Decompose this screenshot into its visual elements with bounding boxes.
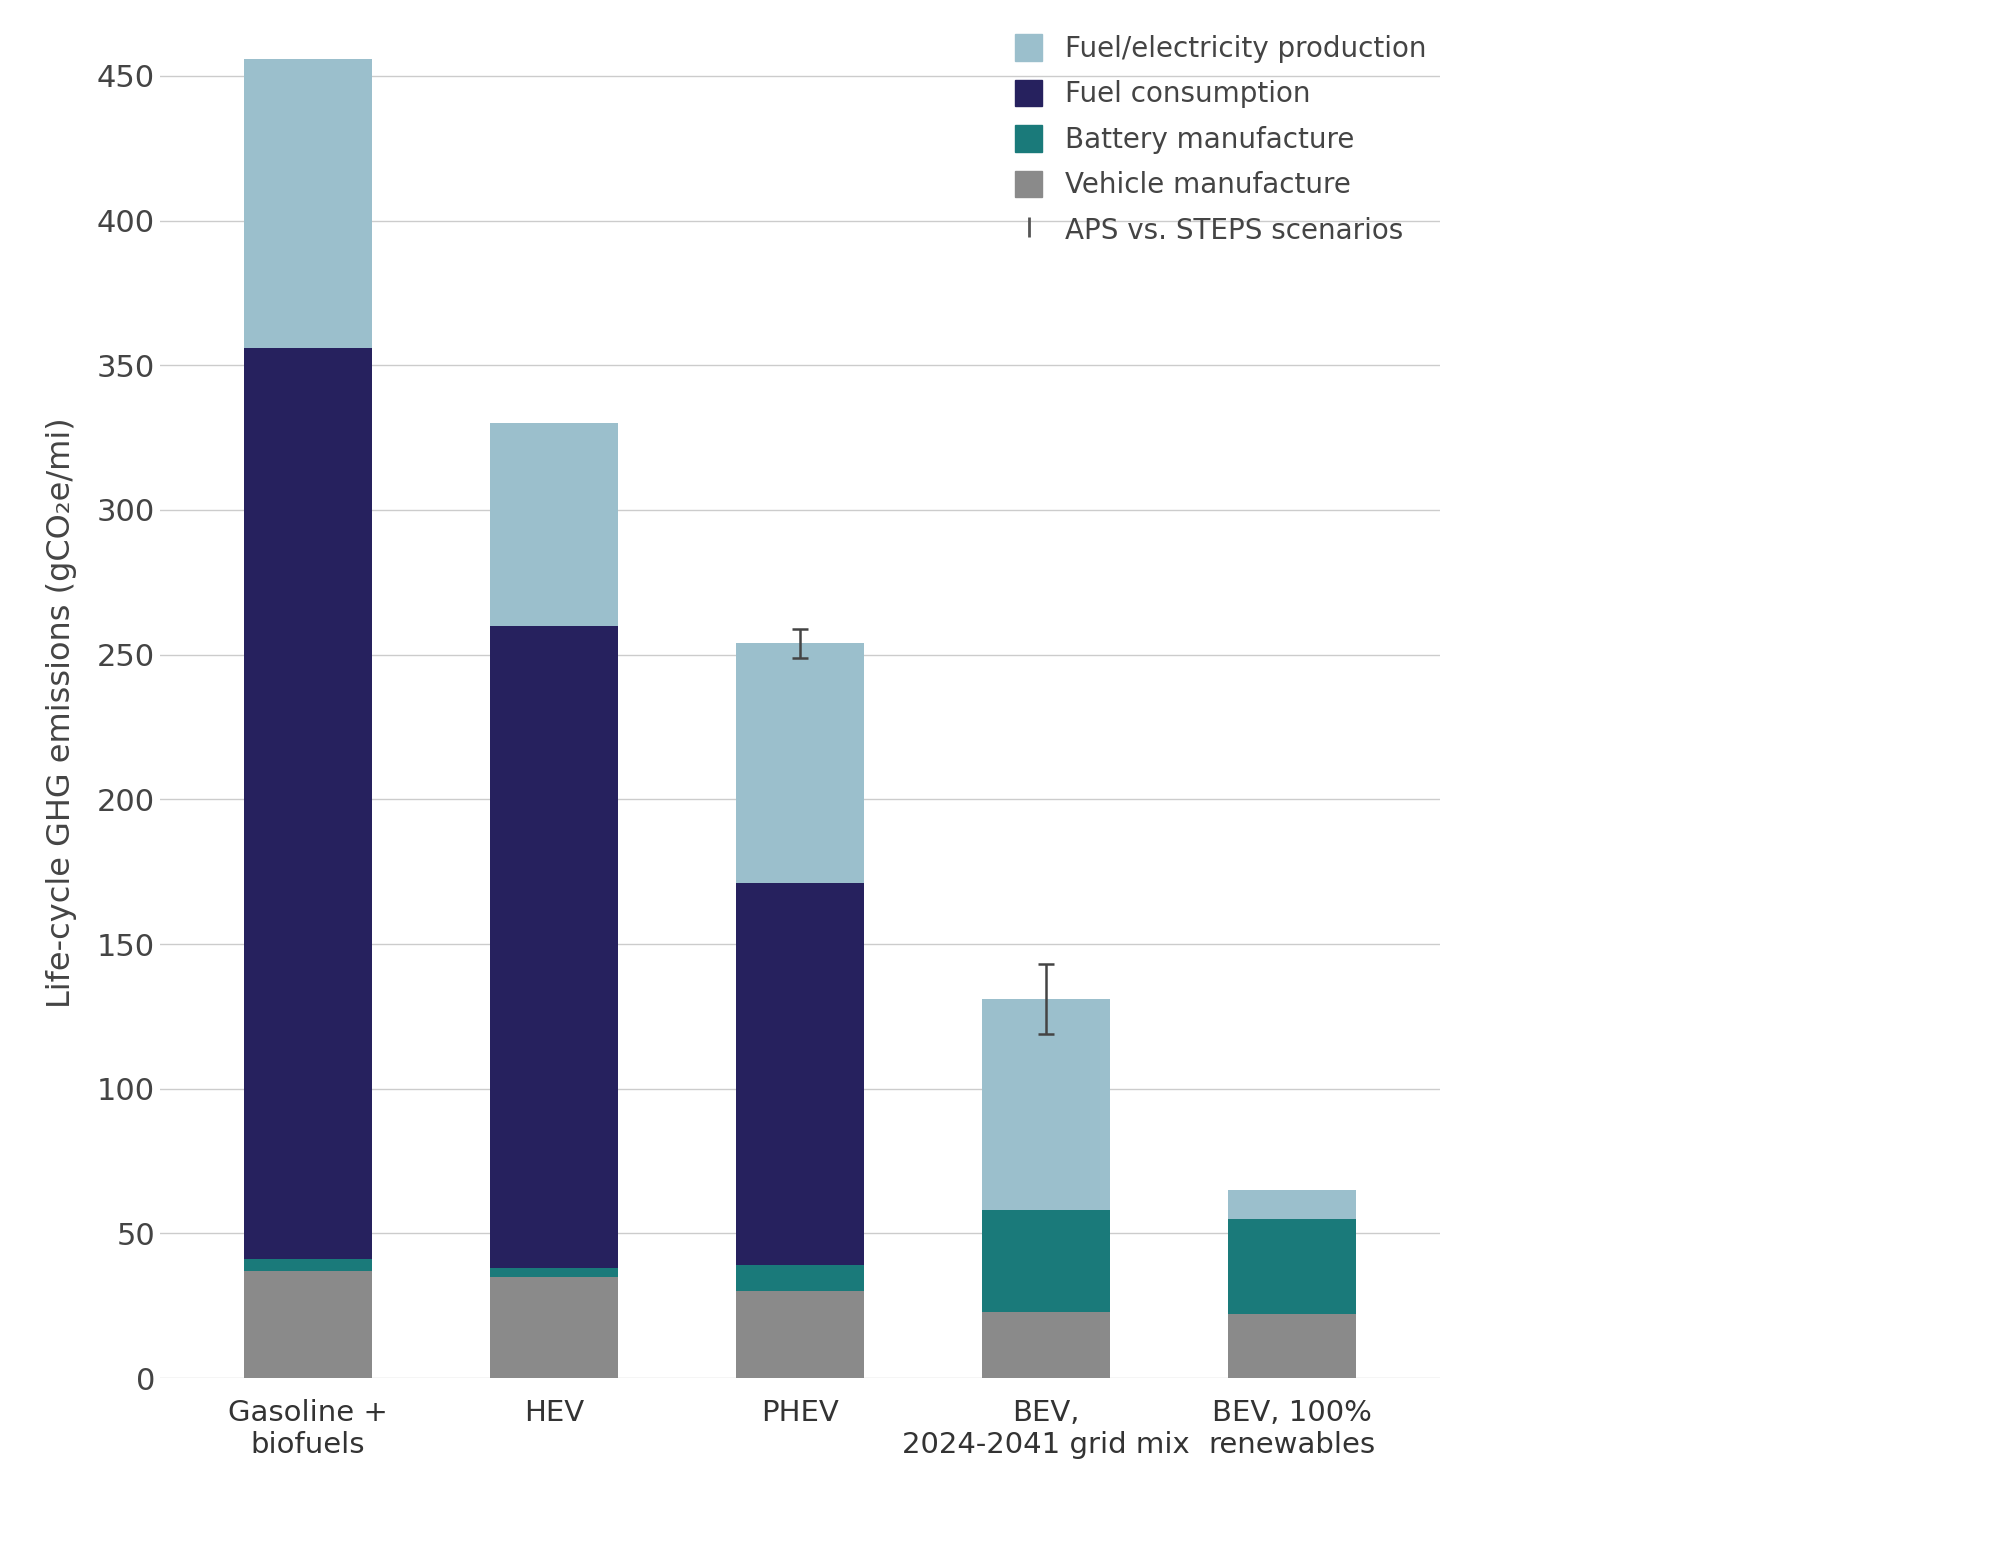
Legend: Fuel/electricity production, Fuel consumption, Battery manufacture, Vehicle manu: Fuel/electricity production, Fuel consum… — [1014, 34, 1426, 244]
Bar — [1228, 1218, 1356, 1314]
Bar — [982, 1211, 1110, 1312]
Bar — [736, 1292, 864, 1378]
Bar — [244, 348, 372, 1259]
Bar — [244, 1259, 372, 1272]
Bar — [736, 1265, 864, 1292]
Bar — [244, 58, 372, 348]
Bar — [490, 626, 618, 1268]
Bar — [982, 1312, 1110, 1378]
Bar — [244, 1272, 372, 1378]
Bar — [490, 423, 618, 626]
Bar — [490, 1276, 618, 1378]
Bar — [1228, 1190, 1356, 1218]
Bar — [982, 999, 1110, 1211]
Bar — [490, 1268, 618, 1276]
Bar — [1228, 1314, 1356, 1378]
Bar — [736, 644, 864, 883]
Bar — [736, 883, 864, 1265]
Y-axis label: Life-cycle GHG emissions (gCO₂e/mi): Life-cycle GHG emissions (gCO₂e/mi) — [46, 417, 78, 1009]
